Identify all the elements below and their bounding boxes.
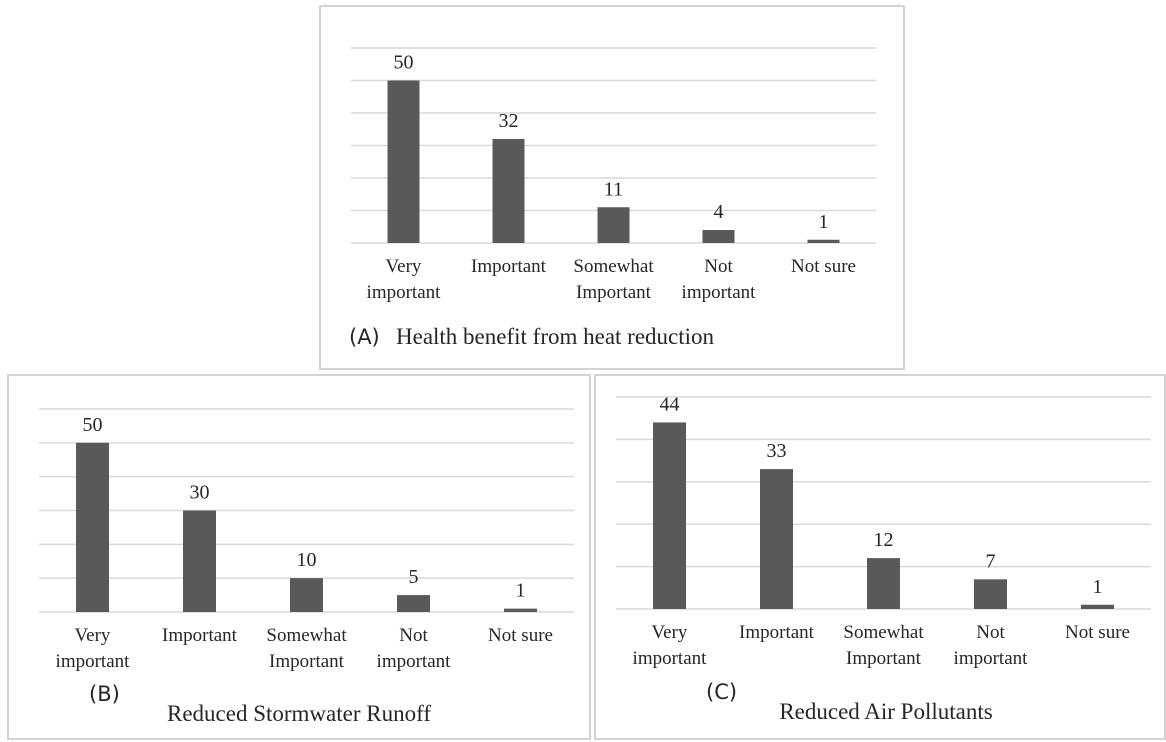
category-label-line: Important bbox=[269, 651, 345, 672]
bar-5 bbox=[1081, 604, 1114, 609]
category-label-line: Important bbox=[846, 648, 922, 669]
category-label-line: Important bbox=[162, 625, 238, 646]
bar-3 bbox=[597, 207, 630, 243]
category-label-line: Very bbox=[386, 256, 422, 277]
chart-panel-c: 44 Very important 33 Important 12 Somewhat Impo… bbox=[594, 374, 1166, 740]
category-label-5: Not sure bbox=[1065, 622, 1130, 643]
category-label-2: Important bbox=[739, 622, 815, 643]
data-label-5: 1 bbox=[516, 580, 526, 602]
chart-panel-b: 50 Very important 30 Important 10 Somewhat Impo… bbox=[7, 374, 591, 740]
category-label-4: Not important bbox=[682, 256, 757, 303]
category-label-line: important bbox=[56, 651, 131, 672]
bar-1 bbox=[387, 80, 420, 243]
category-label-line: Not sure bbox=[1065, 622, 1130, 643]
category-label-5: Not sure bbox=[791, 256, 856, 277]
category-label-1: Very important bbox=[367, 256, 442, 303]
category-label-4: Not important bbox=[377, 625, 452, 672]
panel-letter: (B) bbox=[89, 682, 120, 706]
category-label-line: Important bbox=[471, 256, 547, 277]
data-label-2: 32 bbox=[499, 110, 519, 132]
bar-4 bbox=[397, 595, 430, 612]
data-label-4: 5 bbox=[409, 566, 419, 588]
bar-5 bbox=[807, 239, 840, 243]
panel-letter: (A) bbox=[349, 325, 380, 349]
bar-3 bbox=[290, 578, 323, 612]
category-label-line: Not sure bbox=[488, 625, 553, 646]
bar-2 bbox=[760, 469, 793, 609]
bar-4 bbox=[702, 230, 735, 243]
category-label-line: Not bbox=[976, 622, 1005, 643]
data-label-5: 1 bbox=[819, 211, 829, 233]
category-label-2: Important bbox=[471, 256, 547, 277]
bar-4 bbox=[974, 579, 1007, 609]
category-label-2: Important bbox=[162, 625, 238, 646]
category-label-1: Very important bbox=[633, 622, 708, 669]
data-label-1: 50 bbox=[394, 52, 414, 74]
category-label-line: Not sure bbox=[791, 256, 856, 277]
category-label-line: Somewhat bbox=[843, 622, 924, 643]
data-label-4: 7 bbox=[986, 550, 996, 572]
bar-1 bbox=[76, 442, 109, 612]
bar-2 bbox=[183, 510, 216, 612]
bar-2 bbox=[492, 139, 525, 243]
data-label-1: 50 bbox=[83, 414, 103, 436]
category-label-line: Important bbox=[576, 282, 652, 303]
category-label-line: Very bbox=[652, 622, 688, 643]
category-label-line: Important bbox=[739, 622, 815, 643]
data-label-2: 33 bbox=[767, 440, 787, 462]
data-label-2: 30 bbox=[190, 482, 210, 504]
category-label-1: Very important bbox=[56, 625, 131, 672]
chart-b-svg: 50 Very important 30 Important 10 Somewhat Impo… bbox=[39, 408, 574, 726]
category-label-line: Very bbox=[75, 625, 111, 646]
category-label-line: Not bbox=[704, 256, 733, 277]
category-label-3: Somewhat Important bbox=[843, 622, 924, 669]
bar-1 bbox=[653, 422, 686, 609]
category-label-line: important bbox=[367, 282, 442, 303]
chart-title: Health benefit from heat reduction bbox=[396, 324, 715, 349]
data-label-3: 11 bbox=[604, 178, 623, 200]
bar-5 bbox=[504, 608, 537, 612]
category-label-line: Somewhat bbox=[573, 256, 654, 277]
data-label-3: 10 bbox=[297, 549, 317, 571]
category-label-line: Somewhat bbox=[266, 625, 347, 646]
bar-3 bbox=[867, 558, 900, 609]
chart-c-svg: 44 Very important 33 Important 12 Somewhat Impo… bbox=[616, 393, 1151, 724]
chart-title: Reduced Air Pollutants bbox=[779, 699, 992, 724]
category-label-3: Somewhat Important bbox=[573, 256, 654, 303]
data-label-3: 12 bbox=[874, 529, 894, 551]
chart-a-svg: 50 Very important 32 Important 11 Somewhat Impo… bbox=[349, 47, 876, 349]
category-label-line: Not bbox=[399, 625, 428, 646]
category-label-line: important bbox=[377, 651, 452, 672]
data-label-5: 1 bbox=[1093, 576, 1103, 598]
category-label-5: Not sure bbox=[488, 625, 553, 646]
category-label-3: Somewhat Important bbox=[266, 625, 347, 672]
category-label-4: Not important bbox=[954, 622, 1029, 669]
chart-panel-a: 50 Very important 32 Important 11 Somewhat Impo… bbox=[319, 5, 905, 370]
chart-title: Reduced Stormwater Runoff bbox=[167, 701, 431, 726]
category-label-line: important bbox=[682, 282, 757, 303]
category-label-line: important bbox=[633, 648, 708, 669]
data-label-4: 4 bbox=[714, 201, 724, 223]
data-label-1: 44 bbox=[660, 393, 680, 415]
category-label-line: important bbox=[954, 648, 1029, 669]
panel-letter: (C) bbox=[706, 680, 737, 704]
